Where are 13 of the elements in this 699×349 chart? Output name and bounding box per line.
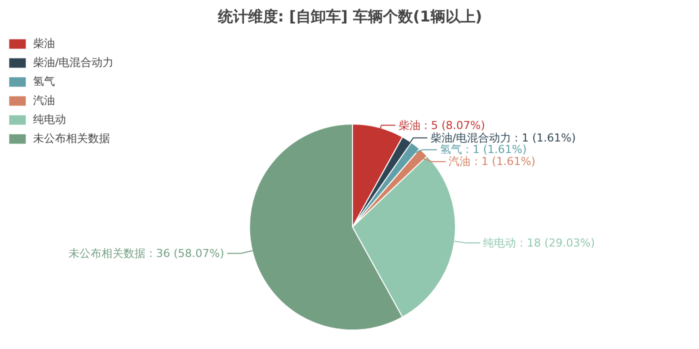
legend-label: 汽油 <box>33 93 55 108</box>
data-label: 汽油 : 1 (1.61%) <box>448 155 536 168</box>
data-label: 柴油 : 5 (8.07%) <box>398 118 486 132</box>
legend-label: 纯电动 <box>33 112 66 127</box>
data-label: 纯电动 : 18 (29.03%) <box>483 236 595 250</box>
data-label: 未公布相关数据 : 36 (58.07%) <box>68 246 224 260</box>
legend-label: 柴油/电混合动力 <box>33 55 114 70</box>
chart-title: 统计维度: [自卸车] 车辆个数(1辆以上) <box>216 8 482 26</box>
data-label: 柴油/电混合动力 : 1 (1.61%) <box>430 131 576 144</box>
legend-label: 柴油 <box>33 36 55 51</box>
legend-label: 氢气 <box>33 74 55 89</box>
data-label: 氢气 : 1 (1.61%) <box>440 143 527 156</box>
legend-label: 未公布相关数据 <box>33 131 110 146</box>
